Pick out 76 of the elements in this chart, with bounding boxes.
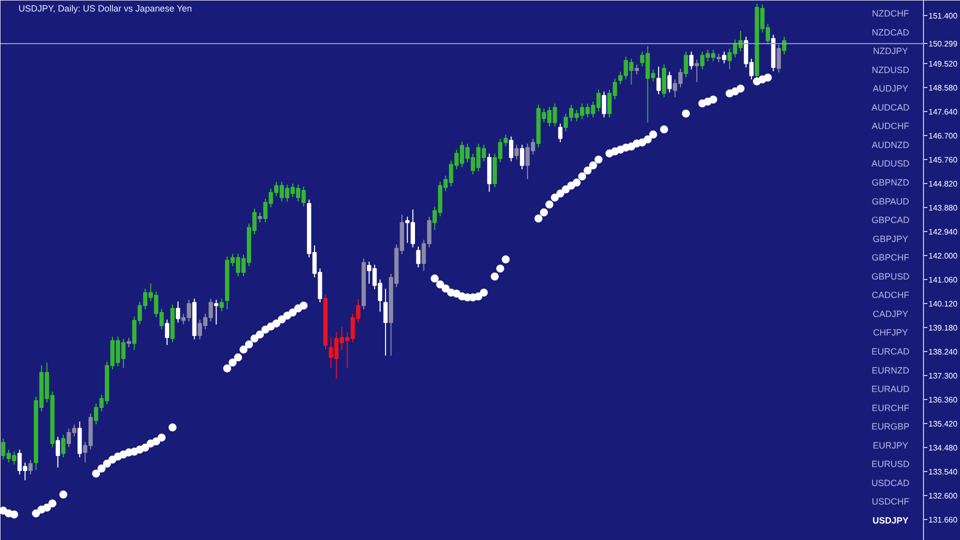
annotation: USDCHF [872, 496, 910, 507]
candlestick [684, 51, 688, 78]
annotation: NZDCAD [872, 27, 910, 38]
annotation: USDCAD [872, 478, 910, 488]
y-tick-label: 133.540 [928, 468, 958, 477]
annotation: NZDCHF [872, 8, 910, 18]
annotation: AUDJPY [872, 84, 908, 94]
y-tick-label: 149.520 [928, 60, 958, 69]
annotation: CADCHF [872, 290, 910, 300]
candlestick [509, 136, 514, 162]
candlestick [214, 299, 218, 325]
candlestick [656, 66, 661, 95]
y-tick-label: 131.660 [928, 516, 958, 525]
annotation: EURUSD [872, 459, 910, 470]
annotation: AUDCHF [872, 121, 910, 132]
y-tick-label: 139.180 [928, 324, 958, 333]
candlestick [722, 51, 726, 64]
y-tick-label: 136.360 [928, 396, 958, 405]
y-tick-label: 144.820 [928, 180, 958, 189]
annotation: EURNZD [872, 365, 910, 376]
annotation: NZDJPY [873, 46, 908, 56]
candlestick [558, 123, 562, 143]
annotation: EURCHF [872, 402, 910, 413]
y-tick-label: 137.300 [928, 372, 958, 381]
candlestick [220, 298, 224, 312]
annotation: GBPCHF [872, 252, 910, 263]
candlestick [776, 44, 781, 73]
y-tick-label: 138.240 [928, 348, 958, 357]
candlestick [61, 434, 66, 458]
candlestick [126, 337, 131, 348]
y-tick-label: 151.400 [928, 12, 958, 21]
y-tick-label: 132.600 [928, 492, 958, 501]
annotation: EURJPY [872, 440, 908, 450]
candlestick [416, 246, 420, 268]
y-tick-label: 142.940 [928, 228, 958, 237]
annotation: GBPNZD [872, 178, 910, 188]
y-tick-label: 143.880 [928, 204, 958, 213]
candlestick [176, 301, 180, 323]
annotation: EURCAD [872, 346, 910, 356]
candlestick [514, 144, 519, 160]
annotation: EURGBP [871, 422, 910, 432]
annotation: GBPJPY [872, 234, 908, 244]
candlestick [520, 144, 524, 170]
y-tick-label: 148.580 [928, 84, 958, 93]
candlestick [28, 459, 33, 475]
chart-title: USDJPY, Daily: US Dollar vs Japanese Yen [18, 4, 192, 14]
annotation: GBPAUD [872, 196, 910, 206]
y-tick-label: 135.420 [928, 420, 958, 429]
annotation: AUDUSD [872, 158, 910, 169]
candlestick [667, 71, 672, 93]
annotation: CHFJPY [873, 328, 908, 338]
y-tick-label: 141.060 [928, 276, 958, 285]
candlestick [383, 288, 388, 356]
annotation: AUDCAD [872, 102, 910, 112]
annotation: EURAUD [872, 384, 910, 394]
annotation: GBPCAD [871, 215, 910, 226]
ref-line-label: 150.299 [928, 40, 958, 49]
y-tick-label: 146.700 [928, 132, 958, 141]
candlestick [689, 51, 694, 70]
candlestick [602, 91, 606, 118]
annotation: AUDNZD [872, 140, 910, 150]
y-tick-label: 145.760 [928, 156, 958, 165]
annotation: USDJPY [872, 516, 909, 526]
candlestick [782, 36, 786, 55]
annotation: CADJPY [872, 308, 908, 319]
y-tick-label: 134.480 [928, 444, 958, 453]
annotation: NZDUSD [872, 64, 910, 75]
candlestick [258, 212, 262, 223]
y-tick-label: 142.000 [928, 252, 958, 261]
y-tick-label: 140.120 [928, 300, 958, 309]
candlestick [634, 64, 639, 75]
candlestick [694, 59, 699, 82]
candlestick [56, 436, 60, 468]
candlestick [164, 319, 170, 346]
y-tick-label: 147.640 [928, 108, 958, 117]
annotation: GBPUSD [871, 271, 910, 282]
